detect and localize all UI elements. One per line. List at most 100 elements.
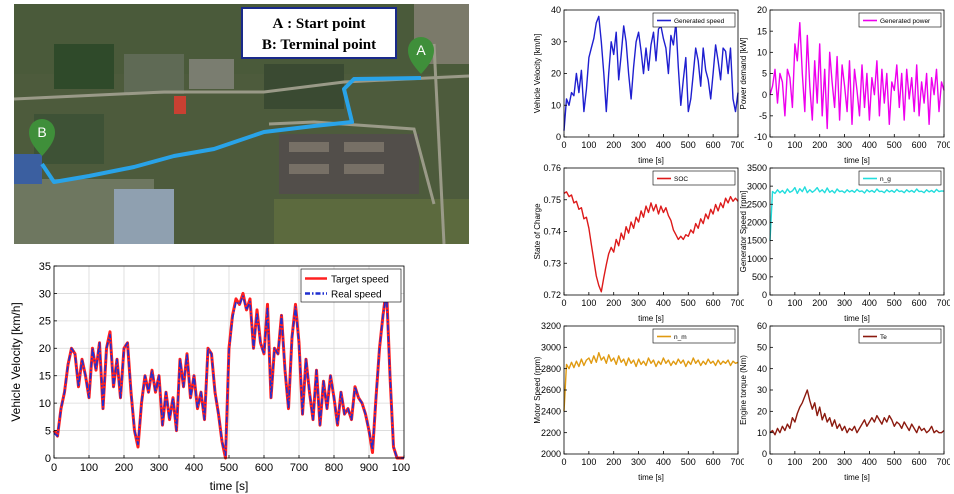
map-building	[289, 164, 329, 174]
x-tick-label-0: 0	[51, 462, 57, 474]
legend-box	[858, 12, 942, 28]
x-tick-label-2: 200	[115, 462, 133, 474]
plot-frame	[769, 167, 945, 296]
legend-label-0: n_g	[880, 176, 891, 183]
map-field	[54, 44, 114, 89]
legend-box	[300, 268, 402, 303]
x-tick-label-3: 300	[631, 298, 646, 308]
x-tick-label-3: 300	[837, 298, 852, 308]
x-axis-label: time [s]	[638, 156, 664, 165]
map-building	[344, 142, 384, 152]
x-tick-label-1: 100	[787, 457, 802, 467]
y-tick-label-3: 15	[39, 371, 51, 383]
engine-torque-chart: 0 100 200 300 400 500 600 700 0 10 20 30 40 50 60 time …	[739, 321, 950, 482]
route-map-canvas: A B A : Start point B: Terminal point	[14, 4, 469, 244]
legend-box	[858, 170, 942, 186]
motor-speed-chart: 0 100 200 300 400 500 600 700 2000 2200 2400 2600 28…	[533, 321, 744, 482]
marker-b: B	[29, 119, 55, 156]
y-tick-label-3: 0.75	[543, 195, 561, 205]
x-tick-label-4: 400	[656, 298, 671, 308]
x-tick-label-7: 700	[936, 457, 950, 467]
y-tick-label-4: 40	[551, 5, 561, 15]
x-tick-label-4: 400	[862, 140, 877, 150]
y-tick-label-4: 40	[757, 364, 767, 374]
y-tick-label-2: 10	[39, 398, 51, 410]
x-tick-label-4: 400	[656, 140, 671, 150]
x-tick-label-7: 700	[730, 298, 744, 308]
series-line-0	[769, 389, 945, 436]
map-legend-box	[241, 7, 397, 59]
y-tick-label-4: 0.76	[543, 163, 561, 173]
x-tick-label-3: 300	[837, 457, 852, 467]
y-tick-label-0: 0	[762, 290, 767, 300]
y-tick-label-3: 2600	[541, 385, 561, 395]
marker-b-pin	[29, 119, 55, 156]
x-axis-label: time [s]	[844, 156, 870, 165]
main-velocity-chart: 0 100 200 300 400 500 600 700 800 900 1000 0 5 10 15 20…	[10, 261, 410, 493]
x-tick-label-5: 500	[220, 462, 238, 474]
x-tick-label-6: 600	[255, 462, 273, 474]
y-tick-label-2: 20	[757, 406, 767, 416]
y-axis-label: Vehicle Velocity [km/h]	[533, 34, 542, 114]
y-tick-label-4: 20	[39, 343, 51, 355]
x-tick-label-2: 200	[606, 457, 621, 467]
x-tick-label-3: 300	[631, 457, 646, 467]
x-tick-label-6: 600	[912, 298, 927, 308]
x-tick-label-7: 700	[290, 462, 308, 474]
map-area-southeast	[274, 199, 469, 244]
y-tick-label-5: 50	[757, 342, 767, 352]
y-tick-label-1: 10	[757, 428, 767, 438]
map-legend-start: A : Start point	[273, 16, 366, 32]
series-line-0	[563, 191, 739, 293]
x-tick-label-6: 600	[912, 140, 927, 150]
x-tick-label-5: 500	[887, 298, 902, 308]
marker-a: A	[408, 37, 434, 74]
x-axis-label: time [s]	[638, 314, 664, 323]
y-tick-label-6: 60	[757, 321, 767, 331]
y-tick-label-2: 20	[551, 69, 561, 79]
x-tick-label-1: 100	[581, 140, 596, 150]
x-axis-label: time [s]	[210, 479, 249, 493]
y-tick-label-2: 1000	[747, 254, 767, 264]
y-tick-label-1: 500	[752, 272, 767, 282]
x-tick-label-0: 0	[767, 457, 772, 467]
y-tick-label-4: 2800	[541, 364, 561, 374]
map-legend: A : Start point B: Terminal point	[241, 7, 397, 59]
x-tick-label-5: 500	[681, 298, 696, 308]
x-tick-label-4: 400	[656, 457, 671, 467]
y-tick-label-1: -5	[759, 111, 767, 121]
series-line-0	[563, 352, 739, 412]
legend-label-0: SOC	[674, 176, 688, 183]
map-building-blue	[14, 154, 42, 184]
legend-label-0: Generated power	[880, 18, 931, 25]
map-road	[432, 43, 446, 244]
x-tick-label-6: 600	[706, 298, 721, 308]
y-axis-label: Power demand [kW]	[739, 37, 748, 109]
y-tick-label-4: 2000	[747, 218, 767, 228]
y-axis-label: Motor Speed (rpm)	[533, 356, 542, 423]
marker-b-label: B	[37, 124, 46, 140]
x-tick-label-1: 100	[581, 457, 596, 467]
y-tick-label-1: 5	[45, 425, 51, 437]
y-tick-label-1: 2200	[541, 428, 561, 438]
x-tick-label-2: 200	[812, 298, 827, 308]
x-tick-label-5: 500	[887, 457, 902, 467]
legend-label-0: Te	[880, 334, 887, 341]
series-line-1	[53, 292, 404, 459]
y-tick-label-0: 0.72	[543, 290, 561, 300]
x-tick-label-7: 700	[936, 140, 950, 150]
plot-frame	[563, 325, 739, 455]
marker-a-label: A	[416, 42, 426, 58]
y-tick-label-2: 0.74	[543, 227, 561, 237]
soc-chart: 0 100 200 300 400 500 600 700 0.72 0.73 0.74 0.75 0.…	[533, 163, 744, 323]
x-tick-label-7: 700	[936, 298, 950, 308]
x-axis-label: time [s]	[844, 473, 870, 482]
y-tick-label-0: -10	[754, 132, 767, 142]
generated-power-chart: 0 100 200 300 400 500 600 700 -10 -5 0 5 10 15 20 time …	[739, 5, 950, 165]
legend-box	[858, 328, 942, 344]
y-tick-label-3: 30	[551, 37, 561, 47]
x-tick-label-6: 600	[706, 457, 721, 467]
x-tick-label-1: 100	[787, 140, 802, 150]
x-tick-label-0: 0	[561, 140, 566, 150]
y-tick-label-0: 2000	[541, 449, 561, 459]
